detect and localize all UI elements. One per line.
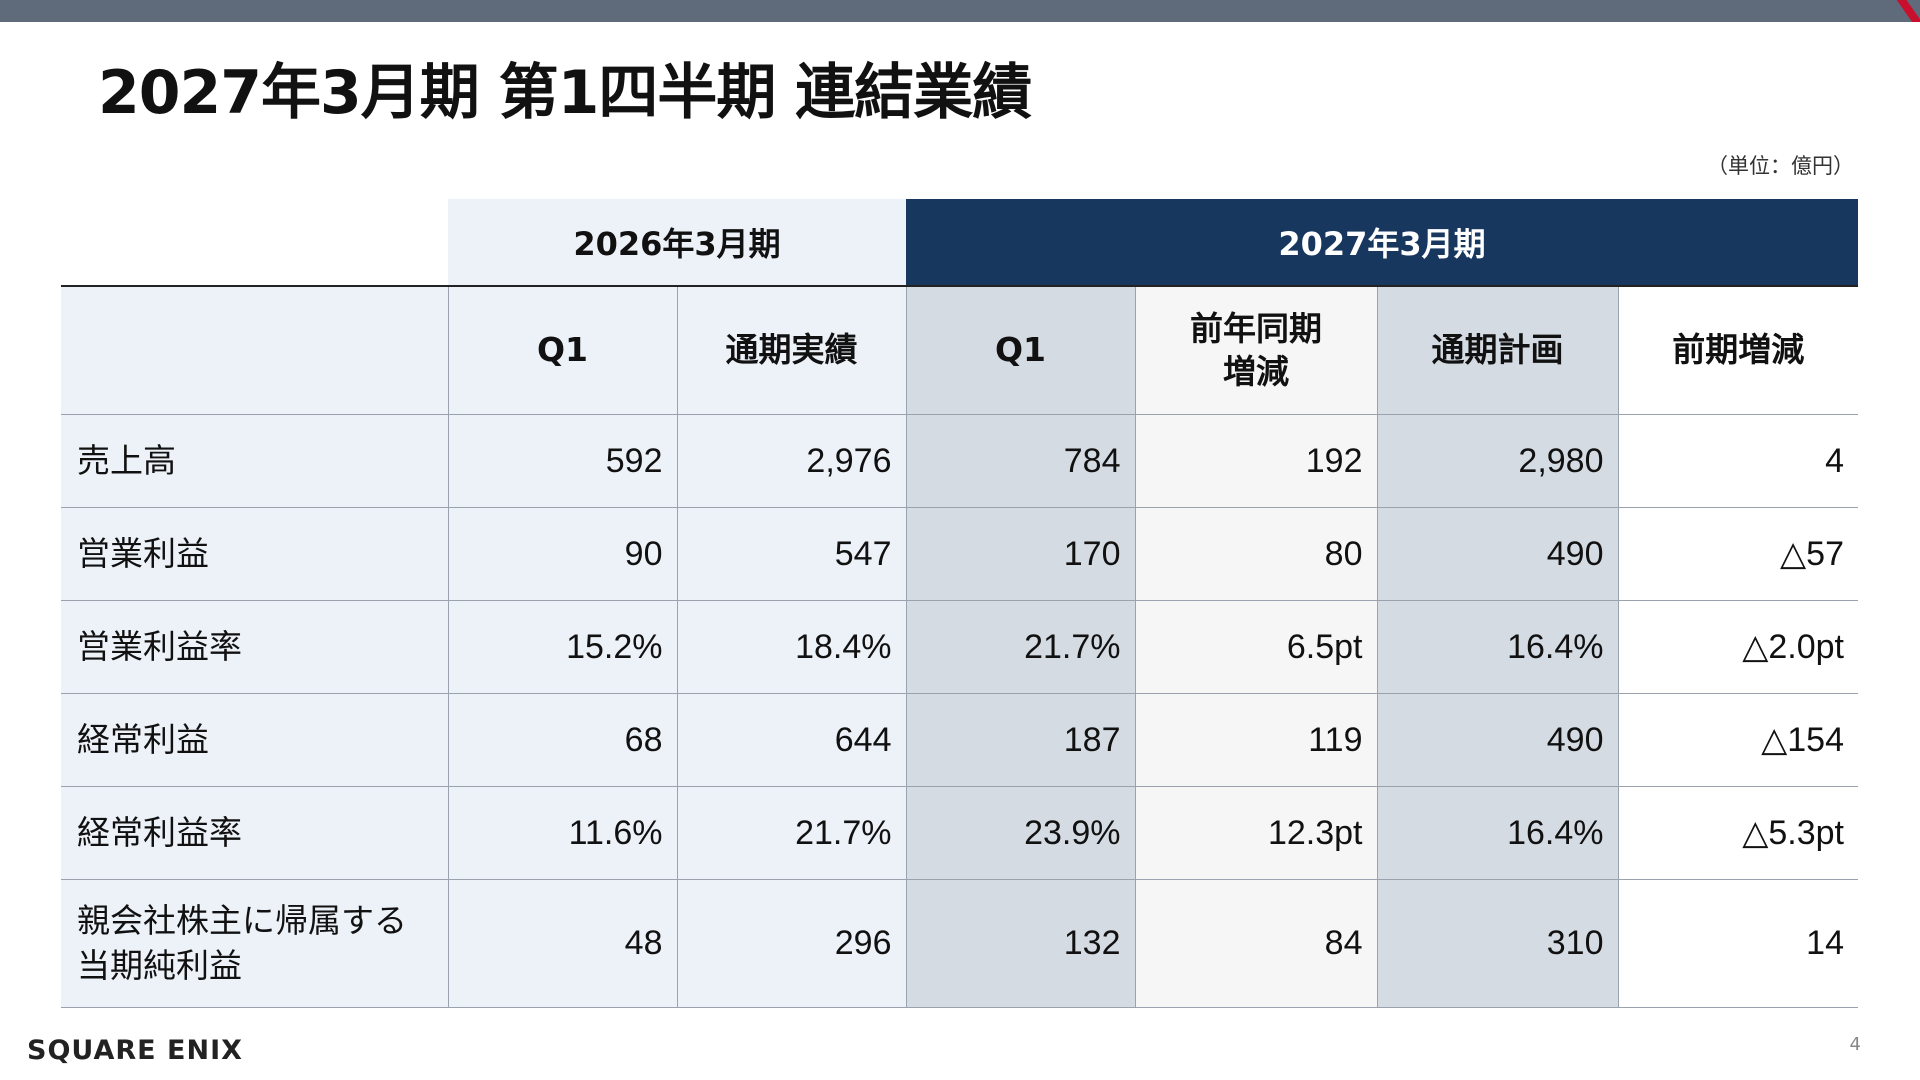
table-cell: 90 [447, 507, 677, 601]
table-cell: 119 [1134, 693, 1377, 787]
table-cell: 547 [676, 507, 906, 601]
table-row: 営業利益率 15.2% 18.4% 21.7% 6.5pt 16.4% △2.0… [61, 600, 1858, 694]
corner-accent [1880, 0, 1920, 22]
table-cell: 68 [447, 693, 677, 787]
table-cell: 2,980 [1376, 414, 1618, 508]
top-bar [0, 0, 1920, 22]
table-cell: 132 [905, 879, 1135, 1008]
table-cell: 490 [1376, 507, 1618, 601]
table-cell: 784 [905, 414, 1135, 508]
col-header: 通期実績 [676, 286, 906, 415]
table-cell: 644 [676, 693, 906, 787]
col-header: 前期増減 [1617, 286, 1858, 415]
row-label: 親会社株主に帰属する 当期純利益 [61, 879, 448, 1008]
table-row: 売上高 592 2,976 784 192 2,980 4 [61, 414, 1858, 508]
row-label: 営業利益 [61, 507, 448, 601]
table-row: 親会社株主に帰属する 当期純利益 48 296 132 84 310 14 [61, 879, 1858, 1008]
table-cell: 15.2% [447, 600, 677, 694]
col-header: 通期計画 [1376, 286, 1618, 415]
table-cell: 6.5pt [1134, 600, 1377, 694]
unit-label: （単位：億円） [1707, 154, 1854, 178]
table-cell: 48 [447, 879, 677, 1008]
page-number: 4 [1849, 1034, 1861, 1055]
row-label: 経常利益 [61, 693, 448, 787]
table-cell: 18.4% [676, 600, 906, 694]
table-row: 経常利益率 11.6% 21.7% 23.9% 12.3pt 16.4% △5.… [61, 786, 1858, 880]
table-cell: 21.7% [905, 600, 1135, 694]
table-cell: 80 [1134, 507, 1377, 601]
table-cell: 296 [676, 879, 906, 1008]
table-cell: 592 [447, 414, 677, 508]
table-cell: 192 [1134, 414, 1377, 508]
table-cell: 16.4% [1376, 600, 1618, 694]
table-cell: 4 [1617, 414, 1858, 508]
group-header-current-year: 2027年3月期 [906, 199, 1858, 285]
table-cell: 170 [905, 507, 1135, 601]
table-cell: 12.3pt [1134, 786, 1377, 880]
table-cell: 2,976 [676, 414, 906, 508]
table-cell: 84 [1134, 879, 1377, 1008]
table-row: 経常利益 68 644 187 119 490 △154 [61, 693, 1858, 787]
table-cell: 490 [1376, 693, 1618, 787]
table-cell: △154 [1617, 693, 1858, 787]
group-header-row: 2026年3月期 2027年3月期 [61, 199, 1858, 285]
col-header: Q1 [447, 286, 677, 415]
table-cell: 187 [905, 693, 1135, 787]
slide-title: 2027年3月期 第1四半期 連結業績 [98, 58, 1032, 128]
results-table: Q1 通期実績 Q1 前年同期 増減 通期計画 前期増減 売上高 592 2,9… [61, 285, 1858, 1008]
table-cell: 11.6% [447, 786, 677, 880]
row-label: 売上高 [61, 414, 448, 508]
row-label: 経常利益率 [61, 786, 448, 880]
group-header-prev-year: 2026年3月期 [448, 199, 906, 285]
table-row: 営業利益 90 547 170 80 490 △57 [61, 507, 1858, 601]
table-cell: △2.0pt [1617, 600, 1858, 694]
table-cell: △5.3pt [1617, 786, 1858, 880]
table-cell: 14 [1617, 879, 1858, 1008]
table-cell: 16.4% [1376, 786, 1618, 880]
table-cell: 23.9% [905, 786, 1135, 880]
header-blank [61, 286, 448, 415]
column-header-row: Q1 通期実績 Q1 前年同期 増減 通期計画 前期増減 [61, 286, 1858, 415]
col-header: Q1 [905, 286, 1135, 415]
col-header: 前年同期 増減 [1134, 286, 1377, 415]
table-cell: 310 [1376, 879, 1618, 1008]
table-cell: △57 [1617, 507, 1858, 601]
table-cell: 21.7% [676, 786, 906, 880]
row-label: 営業利益率 [61, 600, 448, 694]
square-enix-logo: SQUARE ENIX [27, 1035, 243, 1066]
results-table-wrap: 2026年3月期 2027年3月期 Q1 通期実績 Q1 前年同期 増減 通期計… [61, 199, 1858, 1008]
